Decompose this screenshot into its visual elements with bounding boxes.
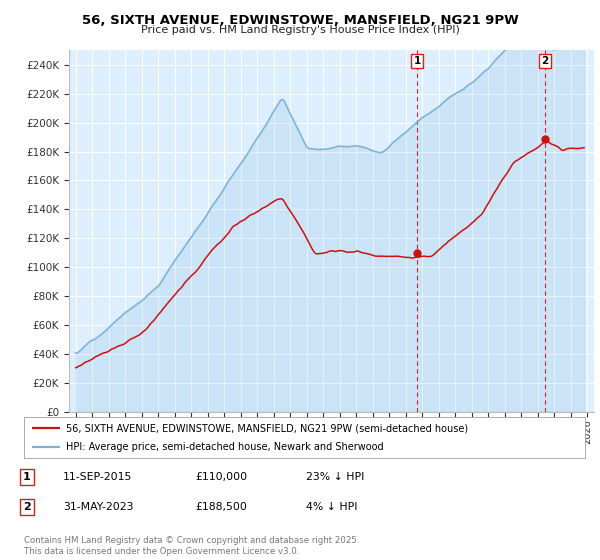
Text: 31-MAY-2023: 31-MAY-2023 (63, 502, 133, 512)
Text: Price paid vs. HM Land Registry's House Price Index (HPI): Price paid vs. HM Land Registry's House … (140, 25, 460, 35)
Text: Contains HM Land Registry data © Crown copyright and database right 2025.
This d: Contains HM Land Registry data © Crown c… (24, 536, 359, 556)
Text: 1: 1 (23, 472, 31, 482)
Text: 2: 2 (23, 502, 31, 512)
Text: 1: 1 (413, 56, 421, 66)
Text: £188,500: £188,500 (195, 502, 247, 512)
Text: 2: 2 (541, 56, 548, 66)
Text: HPI: Average price, semi-detached house, Newark and Sherwood: HPI: Average price, semi-detached house,… (66, 442, 384, 451)
Text: 56, SIXTH AVENUE, EDWINSTOWE, MANSFIELD, NG21 9PW (semi-detached house): 56, SIXTH AVENUE, EDWINSTOWE, MANSFIELD,… (66, 423, 468, 433)
Text: 56, SIXTH AVENUE, EDWINSTOWE, MANSFIELD, NG21 9PW: 56, SIXTH AVENUE, EDWINSTOWE, MANSFIELD,… (82, 14, 518, 27)
Text: 4% ↓ HPI: 4% ↓ HPI (306, 502, 358, 512)
Text: 23% ↓ HPI: 23% ↓ HPI (306, 472, 364, 482)
Text: 11-SEP-2015: 11-SEP-2015 (63, 472, 133, 482)
Text: £110,000: £110,000 (195, 472, 247, 482)
